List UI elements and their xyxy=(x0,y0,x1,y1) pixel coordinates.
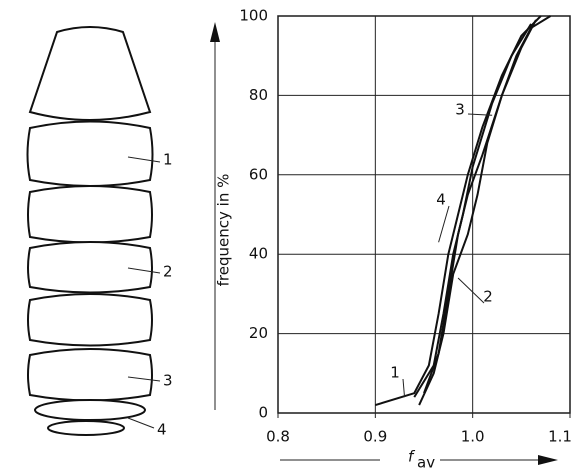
disc xyxy=(34,399,146,421)
series-line xyxy=(413,23,532,398)
series-label: 2 xyxy=(483,288,493,306)
segment xyxy=(27,293,153,347)
series-line xyxy=(423,15,552,394)
segment xyxy=(26,120,154,187)
series-label: 1 xyxy=(390,364,400,382)
x-tick-label: 1.1 xyxy=(548,428,572,446)
y-tick-label: 0 xyxy=(258,404,268,422)
diagram-label: 4 xyxy=(157,421,167,439)
specimen-diagram: 1 2 3 4 xyxy=(26,26,173,439)
series-label: 4 xyxy=(436,191,446,209)
cone-segment xyxy=(28,26,152,121)
x-tick-label: 0.8 xyxy=(266,428,290,446)
diagram-label: 2 xyxy=(163,263,173,281)
x-arrowhead xyxy=(538,455,558,465)
leader-line xyxy=(467,113,493,116)
segment xyxy=(27,185,153,244)
series-label: 3 xyxy=(455,101,465,119)
disc xyxy=(47,420,125,436)
series-line xyxy=(375,15,542,407)
y-tick-label: 100 xyxy=(239,7,268,25)
y-arrowhead xyxy=(210,22,220,42)
y-tick-label: 80 xyxy=(249,86,268,104)
x-axis-label-sub: av xyxy=(417,454,435,469)
x-tick-label: 0.9 xyxy=(363,428,387,446)
diagram-label: 1 xyxy=(163,151,173,169)
segment xyxy=(27,348,153,402)
leader-line xyxy=(127,156,161,163)
segment xyxy=(27,241,153,294)
y-axis-label: frequency in % xyxy=(215,174,233,287)
leader-line xyxy=(402,378,406,398)
x-axis-label: f xyxy=(408,448,416,466)
leader-line xyxy=(438,205,450,243)
y-tick-label: 60 xyxy=(249,165,268,183)
plot-frame xyxy=(277,15,571,414)
leader-line xyxy=(127,417,155,429)
y-tick-label: 40 xyxy=(249,245,268,263)
x-tick-label: 1.0 xyxy=(461,428,485,446)
leader-line xyxy=(457,277,485,304)
diagram-label: 3 xyxy=(163,372,173,390)
leader-line xyxy=(127,267,161,274)
x-label-bg xyxy=(380,448,440,468)
y-tick-label: 20 xyxy=(249,324,268,342)
leader-line xyxy=(127,376,161,382)
